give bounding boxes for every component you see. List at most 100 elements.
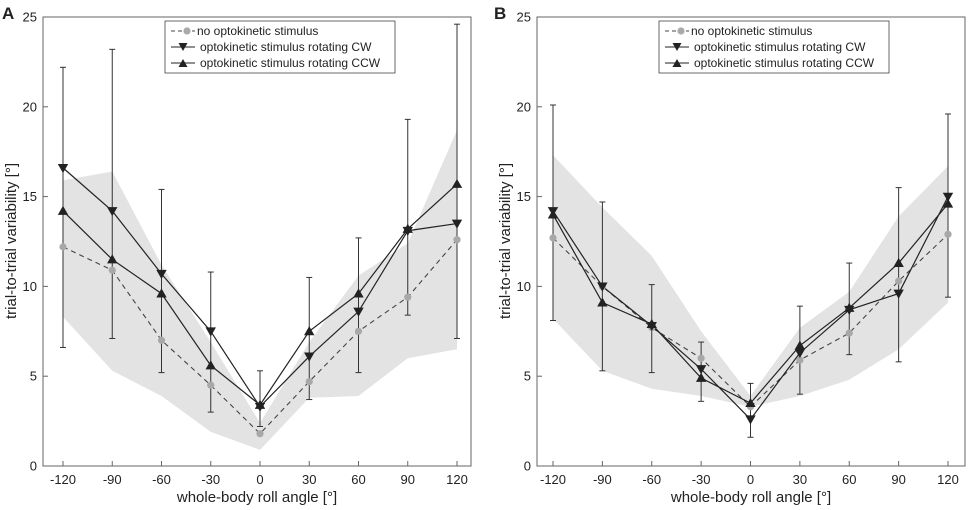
panel-b-point-ccw (794, 340, 806, 350)
panel-b-plot-layer (547, 104, 954, 438)
panel-a-legend: no optokinetic stimulus optokinetic stim… (164, 20, 396, 74)
panel-a-point-no-stimulus (157, 336, 166, 344)
panel-b-x-tick-label: -120 (540, 472, 566, 487)
panel-a-legend-marker-circle (183, 27, 191, 35)
panel-a-series-line-no-stimulus (62, 239, 458, 435)
panel-b-x-tick-label: 0 (747, 472, 754, 487)
panel-a-point-ccw (402, 223, 413, 233)
panel-a-x-tick-label: -30 (201, 472, 220, 487)
panel-a-point-cw (451, 219, 463, 229)
panel-b-point-ccw (597, 297, 608, 307)
panel-b-x-tick-label: 120 (937, 472, 959, 487)
panel-a-point-no-stimulus (108, 266, 116, 274)
panel-b-y-tick-label: 10 (517, 279, 531, 294)
panel-a: A whole-body roll angle [°] trial-to-tri… (2, 4, 472, 506)
panel-b-legend: no optokinetic stimulus optokinetic stim… (658, 20, 890, 74)
panel-a-x-tick-label: 90 (401, 472, 415, 487)
panel-a-point-no-stimulus (354, 327, 363, 335)
panel-b-y-tick-label: 25 (517, 10, 531, 25)
panel-b-point-no-stimulus (697, 354, 705, 362)
panel-b-point-cw (745, 415, 756, 425)
panel-b-y-tick-label: 0 (524, 459, 531, 474)
panel-a-point-ccw (304, 326, 315, 336)
panel-b-legend-marker-circle (677, 27, 685, 35)
panel-b-point-ccw (646, 318, 657, 329)
panel-a-plot-frame (42, 16, 472, 467)
panel-b-letter: B (494, 4, 506, 23)
panel-a-y-tick-label: 5 (30, 369, 37, 384)
panel-a-point-cw (107, 207, 118, 217)
panel-b-point-ccw (942, 198, 954, 208)
panel-b-legend-box (658, 20, 890, 74)
panel-a-x-tick-label: 30 (302, 472, 316, 487)
panel-a-point-no-stimulus (207, 381, 215, 389)
panel-b-point-no-stimulus (895, 277, 903, 285)
panel-a-legend-box (164, 20, 396, 74)
panel-b-legend-marker-triangle-down (672, 43, 682, 51)
panel-b-x-tick-label: 60 (842, 472, 856, 487)
panel-a-letter: A (2, 4, 14, 23)
panel-b-x-axis-title: whole-body roll angle [°] (670, 489, 831, 506)
panel-a-point-no-stimulus (305, 377, 313, 386)
panel-b-x-tick-label: 90 (891, 472, 905, 487)
panel-b: B whole-body roll angle [°] trial-to-tri… (494, 4, 966, 506)
panel-b-point-ccw (745, 397, 756, 408)
panel-b-y-axis-title: trial-to-trial variability [°] (497, 163, 514, 319)
panel-a-legend-marker-triangle-down (178, 43, 188, 51)
panel-b-x-tick-label: -60 (642, 472, 661, 487)
panel-a-point-ccw (156, 288, 167, 298)
panel-a-plot-layer (57, 23, 463, 450)
panel-a-point-no-stimulus (256, 430, 264, 438)
panel-a-legend-marker-triangle-up (178, 59, 188, 67)
panel-a-x-tick-label: 0 (256, 472, 263, 487)
panel-a-point-ccw (353, 288, 364, 298)
panel-a-point-ccw (205, 360, 216, 370)
panel-b-x-tick-label: 30 (793, 472, 807, 487)
panel-a-point-ccw (451, 178, 463, 188)
panel-b-point-ccw (844, 302, 855, 312)
panel-a-point-no-stimulus (404, 293, 412, 301)
panel-a-point-no-stimulus (453, 236, 461, 244)
panel-a-x-tick-label: -60 (152, 472, 171, 487)
panel-b-point-ccw (893, 257, 904, 267)
panel-b-y-tick-label: 15 (517, 189, 531, 204)
panel-b-point-no-stimulus (796, 356, 804, 364)
panel-a-legend-label-no-stimulus: no optokinetic stimulus (197, 24, 318, 38)
panel-b-point-ccw (695, 372, 707, 382)
panel-a-x-tick-label: -90 (103, 472, 122, 487)
panel-b-legend-label-cw: optokinetic stimulus rotating CW (694, 40, 866, 54)
panel-a-y-tick-label: 10 (23, 279, 37, 294)
panel-b-point-cw (794, 348, 806, 359)
panel-b-point-no-stimulus (549, 234, 557, 242)
panel-a-y-tick-label: 0 (30, 459, 37, 474)
panel-a-x-tick-label: -120 (50, 472, 76, 487)
panel-a-point-no-stimulus (59, 243, 67, 251)
panel-a-y-tick-label: 20 (23, 99, 37, 114)
panel-a-y-axis-title: trial-to-trial variability [°] (3, 163, 20, 319)
panel-a-legend-label-ccw: optokinetic stimulus rotating CCW (200, 56, 381, 70)
panel-b-point-cw (597, 282, 608, 292)
panel-a-y-tick-label: 15 (23, 189, 37, 204)
panel-a-point-cw (156, 269, 167, 280)
panel-b-point-cw (893, 289, 904, 299)
panel-b-point-cw (695, 365, 707, 375)
panel-b-x-tick-label: -30 (692, 472, 711, 487)
panel-a-y-tick-label: 25 (23, 10, 37, 25)
panel-a-point-cw (304, 352, 315, 362)
panel-b-x-tick-label: -90 (593, 472, 612, 487)
panel-a-point-ccw (57, 205, 69, 215)
panel-a-point-cw (57, 163, 69, 174)
panel-b-point-ccw (547, 209, 559, 219)
panel-b-y-tick-label: 20 (517, 99, 531, 114)
panel-a-point-ccw (254, 399, 266, 409)
panel-a-x-axis-title: whole-body roll angle [°] (176, 489, 337, 506)
panel-a-x-tick-label: 60 (351, 472, 365, 487)
panel-a-legend-label-cw: optokinetic stimulus rotating CW (200, 40, 372, 54)
panel-a-point-cw (353, 307, 364, 317)
panel-a-point-cw (205, 327, 216, 337)
panel-b-point-no-stimulus (944, 230, 952, 238)
panel-b-legend-label-no-stimulus: no optokinetic stimulus (691, 24, 812, 38)
panel-b-y-tick-label: 5 (524, 369, 531, 384)
panel-a-x-tick-label: 120 (446, 472, 468, 487)
